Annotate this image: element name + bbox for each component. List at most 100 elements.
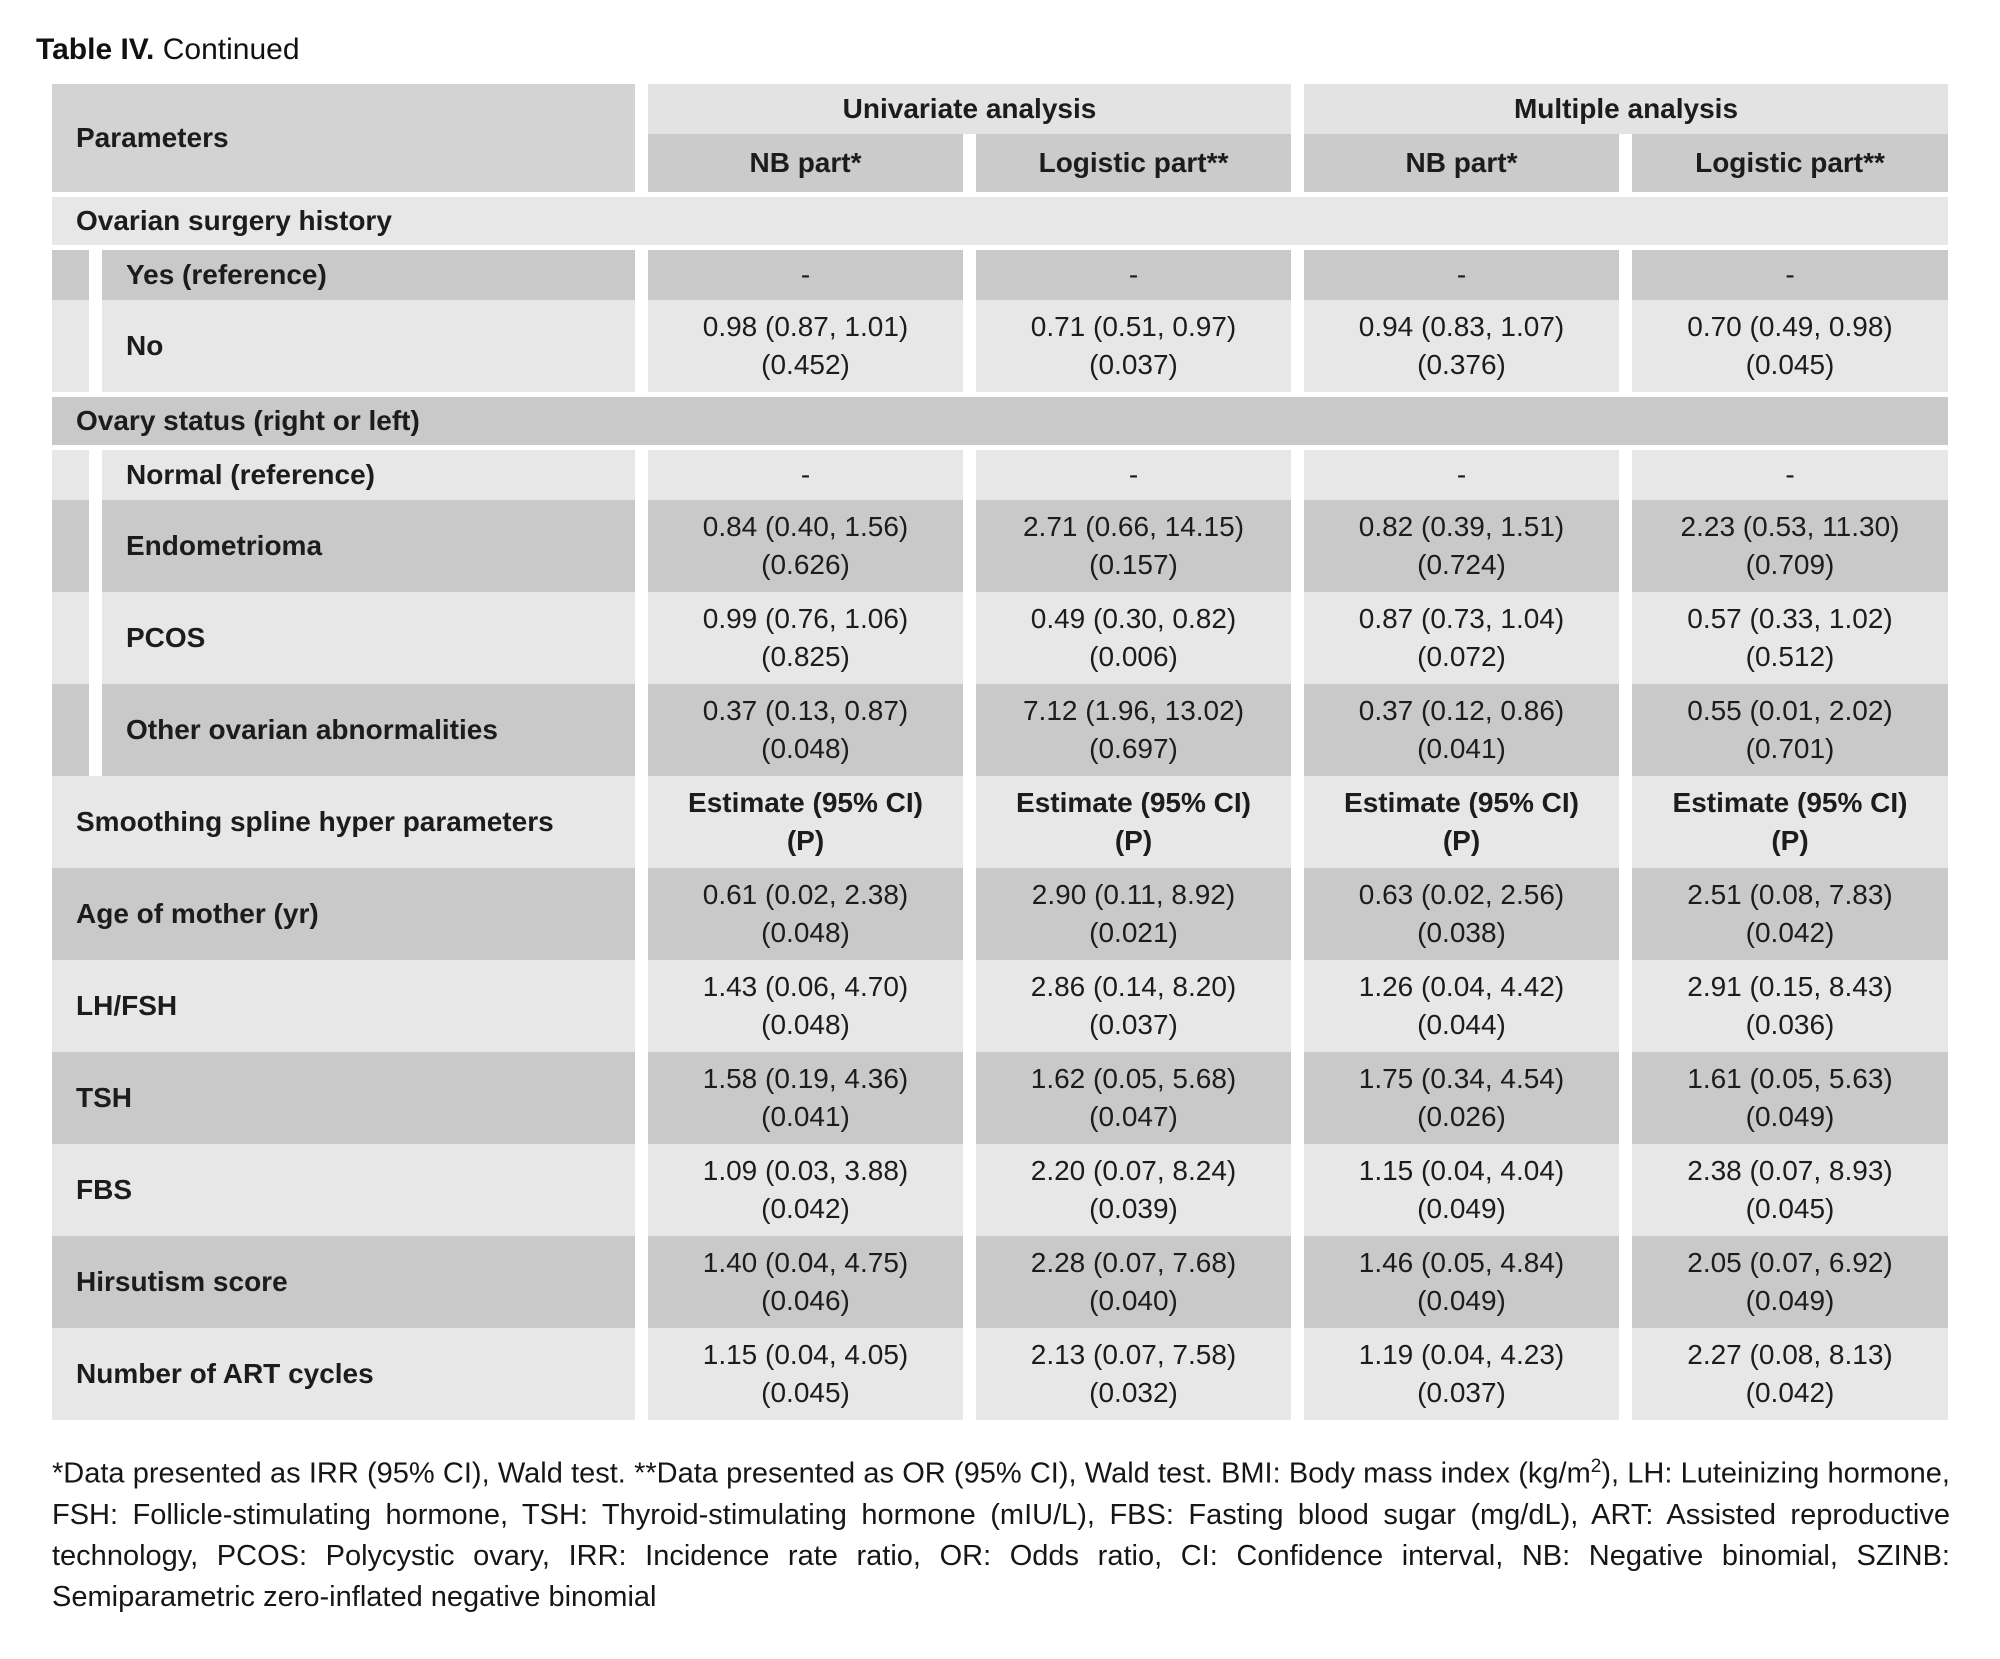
section-row-ovary-status: Ovary status (right or left) — [52, 397, 1948, 445]
estimate-text: 0.57 (0.33, 1.02) — [1687, 603, 1893, 634]
pvalue-text: (0.046) — [761, 1285, 850, 1316]
pvalue-text: (0.044) — [1417, 1009, 1506, 1040]
table-row-tsh: TSH 1.58 (0.19, 4.36) (0.041) 1.62 (0.05,… — [52, 1052, 1948, 1144]
estimate-text: 2.05 (0.07, 6.92) — [1687, 1247, 1893, 1278]
section-row-ovarian-surgery-history: Ovarian surgery history — [52, 197, 1948, 245]
value-cell: 2.51 (0.08, 7.83) (0.042) — [1632, 868, 1948, 960]
header-group-multiple: Multiple analysis — [1304, 84, 1948, 134]
value-text: - — [1128, 259, 1139, 290]
pvalue-text: (0.045) — [761, 1377, 850, 1408]
table-row-age-of-mother: Age of mother (yr) 0.61 (0.02, 2.38) (0.0… — [52, 868, 1948, 960]
estimate-text: 0.70 (0.49, 0.98) — [1687, 311, 1893, 342]
indent-cell — [52, 250, 89, 300]
pvalue-text: (0.006) — [1089, 641, 1178, 672]
pvalue-text: (0.048) — [761, 917, 850, 948]
value-cell: 0.87 (0.73, 1.04) (0.072) — [1304, 592, 1619, 684]
pvalue-text: (0.376) — [1417, 349, 1506, 380]
pvalue-text: (0.037) — [1089, 349, 1178, 380]
table-footnote: *Data presented as IRR (95% CI), Wald te… — [52, 1446, 1950, 1618]
table-row-endometrioma: Endometrioma 0.84 (0.40, 1.56) (0.626) 2.… — [52, 500, 1948, 592]
estimate-text: 0.82 (0.39, 1.51) — [1358, 511, 1565, 542]
table-header-row: Parameters Univariate analysis Multiple … — [52, 84, 1948, 192]
pvalue-text: (0.045) — [1745, 1193, 1835, 1224]
header-sub-logistic-part-2: Logistic part** — [1632, 134, 1948, 192]
pvalue-text: (0.041) — [1417, 733, 1506, 764]
pvalue-text: (0.157) — [1089, 549, 1178, 580]
pvalue-text: (0.037) — [1417, 1377, 1506, 1408]
pvalue-text: (0.037) — [1089, 1009, 1178, 1040]
pvalue-text: (0.045) — [1745, 349, 1835, 380]
value-cell: 0.63 (0.02, 2.56) (0.038) — [1304, 868, 1619, 960]
value-cell: 2.23 (0.53, 11.30) (0.709) — [1632, 500, 1948, 592]
pvalue-text: (0.036) — [1745, 1009, 1835, 1040]
statistics-table: Parameters Univariate analysis Multiple … — [52, 84, 1948, 1420]
value-cell: 1.58 (0.19, 4.36) (0.041) — [648, 1052, 963, 1144]
value-cell: - — [1632, 450, 1948, 500]
value-text: - — [800, 459, 811, 490]
estimate-text: 2.27 (0.08, 8.13) — [1687, 1339, 1893, 1370]
value-cell: 0.99 (0.76, 1.06) (0.825) — [648, 592, 963, 684]
pvalue-text: (P) — [1114, 825, 1153, 856]
pvalue-text: (0.072) — [1417, 641, 1506, 672]
estimate-text: 1.75 (0.34, 4.54) — [1358, 1063, 1565, 1094]
param-label: LH/FSH — [52, 960, 635, 1052]
value-cell: 1.09 (0.03, 3.88) (0.042) — [648, 1144, 963, 1236]
value-cell: 0.94 (0.83, 1.07) (0.376) — [1304, 300, 1619, 392]
value-cell: 0.37 (0.12, 0.86) (0.041) — [1304, 684, 1619, 776]
pvalue-text: (0.026) — [1417, 1101, 1506, 1132]
value-cell: - — [648, 450, 963, 500]
estimate-text: 1.40 (0.04, 4.75) — [702, 1247, 909, 1278]
value-cell: Estimate (95% CI) (P) — [1632, 776, 1948, 868]
table-row-fbs: FBS 1.09 (0.03, 3.88) (0.042) 2.20 (0.07,… — [52, 1144, 1948, 1236]
section-label: Ovarian surgery history — [76, 205, 392, 236]
param-label: Number of ART cycles — [52, 1328, 635, 1420]
value-cell: 0.82 (0.39, 1.51) (0.724) — [1304, 500, 1619, 592]
pvalue-text: (P) — [786, 825, 825, 856]
value-text: - — [1785, 259, 1795, 290]
footnote-text-1: *Data presented as IRR (95% CI), Wald te… — [52, 1457, 1591, 1490]
estimate-text: 1.61 (0.05, 5.63) — [1687, 1063, 1893, 1094]
value-cell: 0.49 (0.30, 0.82) (0.006) — [976, 592, 1291, 684]
pvalue-text: (0.049) — [1417, 1193, 1506, 1224]
param-label: Endometrioma — [102, 500, 635, 592]
value-cell: 0.98 (0.87, 1.01) (0.452) — [648, 300, 963, 392]
table-title-continued: Continued — [162, 33, 300, 66]
value-cell: 1.61 (0.05, 5.63) (0.049) — [1632, 1052, 1948, 1144]
pvalue-text: (0.038) — [1417, 917, 1506, 948]
value-cell: Estimate (95% CI) (P) — [1304, 776, 1619, 868]
header-sub-nb-part-1: NB part* — [648, 134, 963, 192]
estimate-text: 0.49 (0.30, 0.82) — [1030, 603, 1237, 634]
value-cell: Estimate (95% CI) (P) — [648, 776, 963, 868]
table-row-normal-reference: Normal (reference) - - - - — [52, 450, 1948, 500]
table-row-lh-fsh: LH/FSH 1.43 (0.06, 4.70) (0.048) 2.86 (0.… — [52, 960, 1948, 1052]
estimate-text: 2.71 (0.66, 14.15) — [1022, 511, 1245, 542]
value-text: - — [1128, 459, 1139, 490]
pvalue-text: (0.701) — [1745, 733, 1835, 764]
indent-cell — [52, 300, 89, 392]
indent-cell — [52, 684, 89, 776]
estimate-text: Estimate (95% CI) — [688, 787, 923, 818]
value-cell: 2.38 (0.07, 8.93) (0.045) — [1632, 1144, 1948, 1236]
pvalue-text: (0.048) — [761, 1009, 850, 1040]
estimate-text: 0.61 (0.02, 2.38) — [702, 879, 909, 910]
table-row-smoothing-spline-hyper-parameters: Smoothing spline hyper parameters Estima… — [52, 776, 1948, 868]
estimate-text: 1.26 (0.04, 4.42) — [1358, 971, 1565, 1002]
estimate-text: 1.09 (0.03, 3.88) — [702, 1155, 909, 1186]
value-cell: 1.15 (0.04, 4.05) (0.045) — [648, 1328, 963, 1420]
table-row-yes-reference: Yes (reference) - - - - — [52, 250, 1948, 300]
param-label: Smoothing spline hyper parameters — [52, 776, 635, 868]
estimate-text: 1.15 (0.04, 4.04) — [1358, 1155, 1565, 1186]
section-label: Ovary status (right or left) — [76, 405, 420, 436]
table-title: Table IV. Continued — [36, 30, 2000, 70]
value-cell: 1.19 (0.04, 4.23) (0.037) — [1304, 1328, 1619, 1420]
estimate-text: 1.15 (0.04, 4.05) — [702, 1339, 909, 1370]
pvalue-text: (0.021) — [1089, 917, 1178, 948]
pvalue-text: (0.709) — [1745, 549, 1835, 580]
value-cell: 2.20 (0.07, 8.24) (0.039) — [976, 1144, 1291, 1236]
estimate-text: 0.63 (0.02, 2.56) — [1358, 879, 1565, 910]
estimate-text: Estimate (95% CI) — [1016, 787, 1251, 818]
value-cell: 1.62 (0.05, 5.68) (0.047) — [976, 1052, 1291, 1144]
estimate-text: 0.94 (0.83, 1.07) — [1358, 311, 1565, 342]
estimate-text: 2.91 (0.15, 8.43) — [1687, 971, 1893, 1002]
value-text: - — [1785, 459, 1795, 490]
